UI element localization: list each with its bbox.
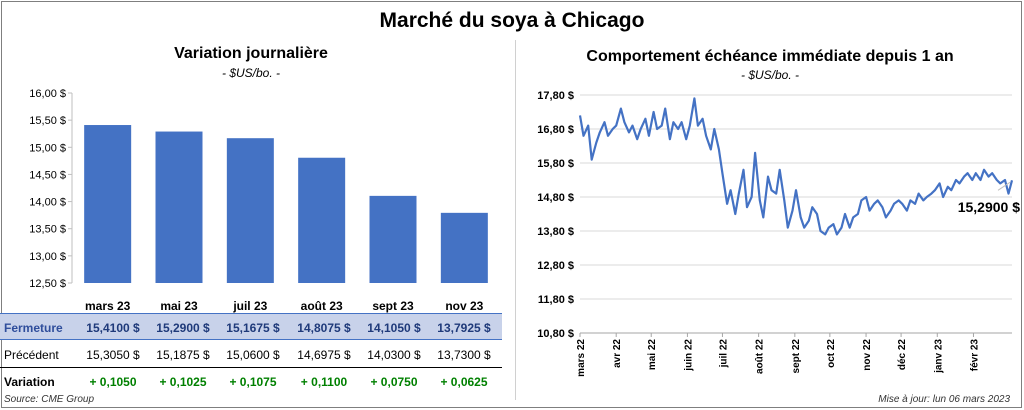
row-label-var: Variation [4,375,55,389]
y-tick-label: 17,80 $ [537,90,574,102]
close-cell: 14,1050 $ [367,321,421,335]
y-tick-label: 14,80 $ [537,192,574,204]
table-row-close: Fermeture 15,4100 $ 15,2900 $ 15,1675 $ … [0,313,502,340]
x-tick-label: août 23 [301,299,343,313]
y-tick-label: 16,80 $ [537,124,574,136]
bar [155,131,203,283]
x-tick-label: avr 22 [612,339,623,368]
x-tick-label: mars 23 [85,299,131,313]
last-value-label: 15,2900 $ [958,199,1020,215]
y-tick-label: 11,80 $ [538,294,574,306]
y-tick-label: 15,50 $ [29,115,66,127]
update-note: Mise à jour: lun 06 mars 2023 [878,394,1010,405]
x-tick-label: oct 22 [826,339,837,368]
var-cell: + 0,0625 [440,375,488,389]
close-cell: 14,8075 $ [297,321,351,335]
bar [226,138,274,283]
table-row-var: Variation + 0,1050 + 0,1025 + 0,1075 + 0… [0,367,502,394]
y-tick-label: 15,00 $ [29,142,66,154]
line-chart: 10,80 $ 11,80 $ 12,80 $ 13,80 $ 14,80 $ 15,80… [537,90,1020,377]
var-cell: + 0,1025 [159,375,207,389]
bar-chart: 12,50 $ 13,00 $ 13,50 $ 14,00 $ 14,50 $ 15,00… [29,88,488,313]
y-tick-label: 15,80 $ [537,158,574,170]
page-title: Marché du soya à Chicago [379,9,645,32]
last-value-leader [997,181,1011,191]
x-tick-label: juin 22 [683,339,694,372]
x-tick-label: janv 23 [933,339,944,374]
prev-cell: 14,0300 $ [367,348,421,362]
x-tick-label: juil 22 [718,339,729,369]
bar [84,125,132,284]
x-tick-label: mai 22 [647,339,658,371]
bar [369,195,417,283]
prev-cell: 13,7300 $ [437,348,491,362]
close-cell: 13,7925 $ [437,321,491,335]
var-cell: + 0,1100 [300,375,348,389]
bar [440,212,488,283]
y-tick-label: 13,00 $ [29,251,66,263]
row-label-prev: Précédent [4,348,59,362]
x-tick-label: juil 23 [232,299,267,313]
row-label-close: Fermeture [4,321,63,335]
y-tick-label: 10,80 $ [537,328,574,340]
prev-cell: 15,0600 $ [226,348,280,362]
x-tick-label: févr 23 [969,339,980,372]
series-line [578,97,1014,236]
line-chart-title: Comportement échéance immédiate depuis 1… [586,48,954,65]
bar [298,157,346,283]
x-tick-label: nov 22 [862,339,873,371]
close-cell: 15,1675 $ [226,321,280,335]
var-cell: + 0,1075 [229,375,277,389]
y-tick-label: 12,50 $ [29,278,66,290]
bar-chart-unit: - $US/bo. - [221,66,281,80]
prev-cell: 15,1875 $ [156,348,210,362]
prev-cell: 14,6975 $ [297,348,351,362]
table-row-prev: Précédent 15,3050 $ 15,1875 $ 15,0600 $ … [0,341,502,368]
x-tick-label: déc 22 [897,339,908,371]
x-tick-label: sept 22 [791,339,802,374]
y-tick-label: 12,80 $ [537,260,574,272]
x-tick-label: mai 23 [160,299,198,313]
panel-divider [515,40,516,400]
line-chart-unit: - $US/bo. - [740,68,800,82]
prev-cell: 15,3050 $ [86,348,140,362]
source-note: Source: CME Group [4,394,95,405]
var-cell: + 0,0750 [370,375,418,389]
y-tick-label: 16,00 $ [29,88,66,100]
x-tick-label: août 22 [755,339,766,374]
y-tick-label: 14,00 $ [29,197,66,209]
x-tick-label: sept 23 [372,299,414,313]
bar-chart-title: Variation journalière [174,45,328,62]
x-tick-label: mars 22 [576,339,587,377]
y-tick-label: 14,50 $ [29,169,66,181]
close-cell: 15,2900 $ [156,321,210,335]
y-tick-label: 13,80 $ [537,226,574,238]
var-cell: + 0,1050 [89,375,137,389]
close-cell: 15,4100 $ [86,321,140,335]
x-tick-label: nov 23 [445,299,483,313]
y-tick-label: 13,50 $ [29,224,66,236]
